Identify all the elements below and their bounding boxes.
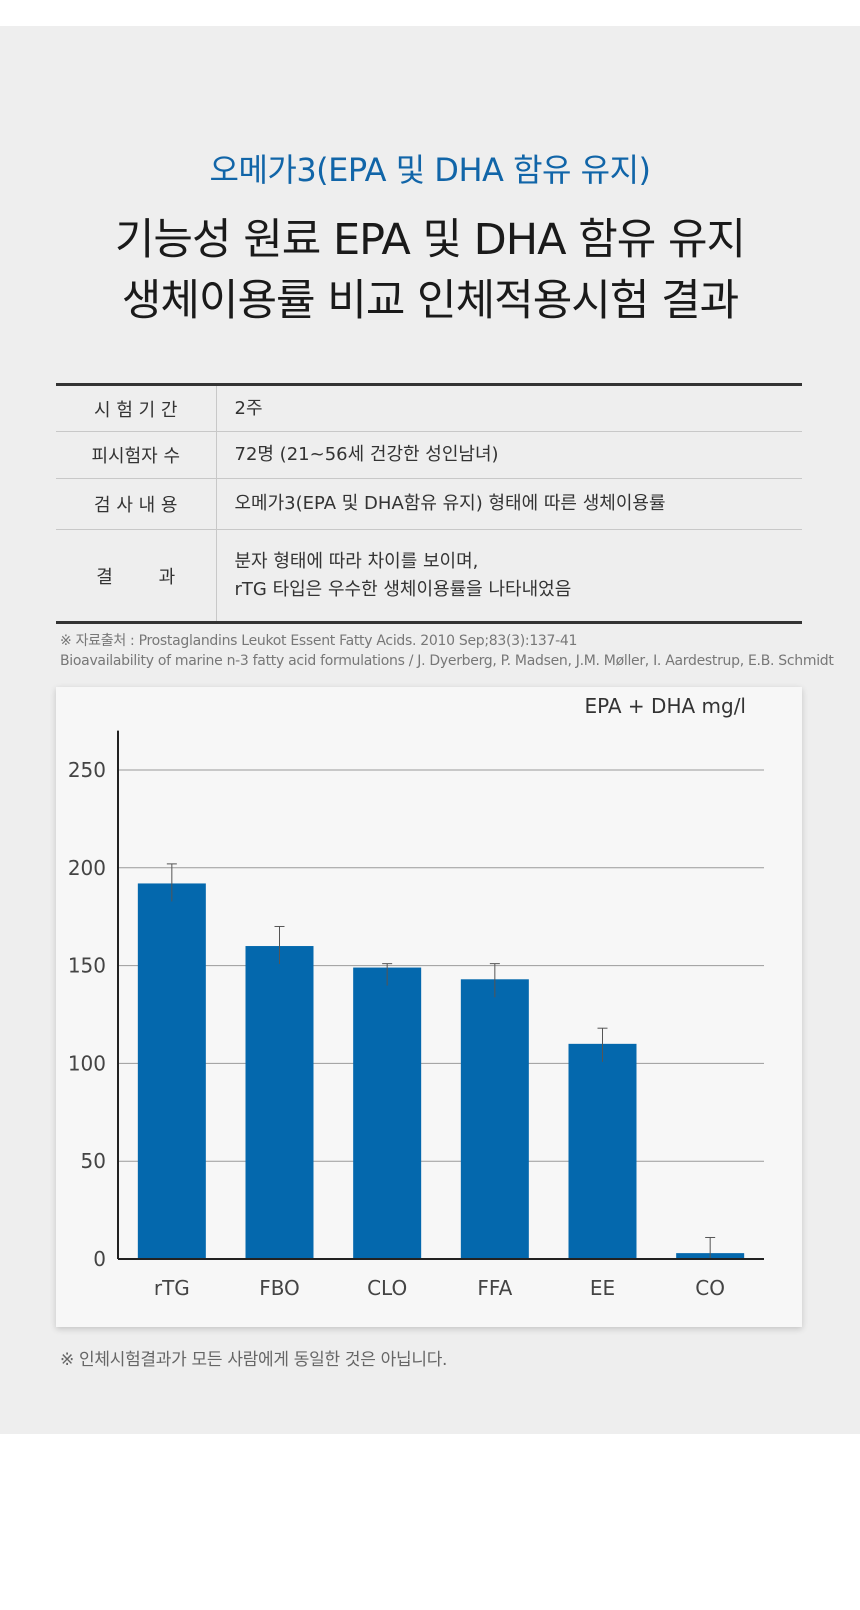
section-subtitle: 오메가3(EPA 및 DHA 함유 유지) bbox=[209, 151, 652, 189]
bar-chart: 0 50 100 150 200 250 rTG FBO CLO FFA EE CO EPA + DHA… bbox=[68, 694, 764, 1300]
bar-rTG bbox=[137, 883, 206, 1259]
bar-FBO bbox=[245, 946, 314, 1259]
title-line-1: 기능성 원료 EPA 및 DHA 함유 유지 bbox=[114, 215, 746, 265]
row-value: 2주 bbox=[216, 384, 802, 432]
row-label: 검 사 내 용 bbox=[56, 478, 217, 530]
source-line-2: Bioavailability of marine n-3 fatty acid… bbox=[60, 653, 834, 669]
x-tick-label: CO bbox=[695, 1276, 725, 1300]
y-tick-label: 250 bbox=[68, 758, 106, 782]
bar-CLO bbox=[353, 967, 422, 1259]
y-tick-label: 150 bbox=[68, 954, 106, 978]
x-tick-label: FBO bbox=[259, 1276, 300, 1300]
y-tick-label: 100 bbox=[68, 1051, 106, 1075]
study-info-table: 시 험 기 간 2주 피시험자 수 72명 (21~56세 건강한 성인남녀) … bbox=[56, 383, 802, 624]
row-value: 분자 형태에 따라 차이를 보이며, rTG 타입은 우수한 생체이용률을 나타… bbox=[216, 530, 802, 623]
result-line-2: rTG 타입은 우수한 생체이용률을 나타내었음 bbox=[234, 578, 572, 600]
table-row: 검 사 내 용 오메가3(EPA 및 DHA함유 유지) 형태에 따른 생체이용… bbox=[56, 478, 802, 530]
bar-FFA bbox=[460, 979, 529, 1259]
row-value: 오메가3(EPA 및 DHA함유 유지) 형태에 따른 생체이용률 bbox=[216, 478, 802, 530]
row-label: 시 험 기 간 bbox=[56, 384, 217, 432]
bar-EE bbox=[568, 1043, 637, 1259]
footnote: ※ 인체시험결과가 모든 사람에게 동일한 것은 아닙니다. bbox=[60, 1350, 448, 1370]
row-value: 72명 (21~56세 건강한 성인남녀) bbox=[216, 431, 802, 479]
page-title: 기능성 원료 EPA 및 DHA 함유 유지 생체이용률 비교 인체적용시험 결… bbox=[0, 210, 860, 332]
x-tick-label: rTG bbox=[154, 1276, 190, 1300]
x-tick-label: FFA bbox=[477, 1276, 512, 1300]
y-tick-label: 50 bbox=[81, 1149, 106, 1173]
row-label: 피시험자 수 bbox=[56, 431, 217, 479]
y-tick-label: 0 bbox=[93, 1247, 106, 1271]
y-tick-label: 200 bbox=[68, 856, 106, 880]
table-row: 시 험 기 간 2주 bbox=[56, 384, 802, 432]
row-label: 결 과 bbox=[56, 529, 217, 623]
x-tick-label: EE bbox=[590, 1276, 615, 1300]
source-line-1: ※ 자료출처 : Prostaglandins Leukot Essent Fa… bbox=[60, 633, 578, 649]
title-line-2: 생체이용률 비교 인체적용시험 결과 bbox=[121, 276, 739, 326]
table-row: 피시험자 수 72명 (21~56세 건강한 성인남녀) bbox=[56, 431, 802, 479]
source-citation: ※ 자료출처 : Prostaglandins Leukot Essent Fa… bbox=[60, 631, 834, 671]
x-tick-label: CLO bbox=[367, 1276, 407, 1300]
result-line-1: 분자 형태에 따라 차이를 보이며, bbox=[234, 550, 479, 572]
table-row: 결 과 분자 형태에 따라 차이를 보이며, rTG 타입은 우수한 생체이용률… bbox=[56, 529, 802, 623]
unit-label: EPA + DHA mg/l bbox=[584, 694, 746, 718]
bar-chart-container: 0 50 100 150 200 250 rTG FBO CLO FFA EE CO EPA + DHA… bbox=[56, 687, 802, 1327]
